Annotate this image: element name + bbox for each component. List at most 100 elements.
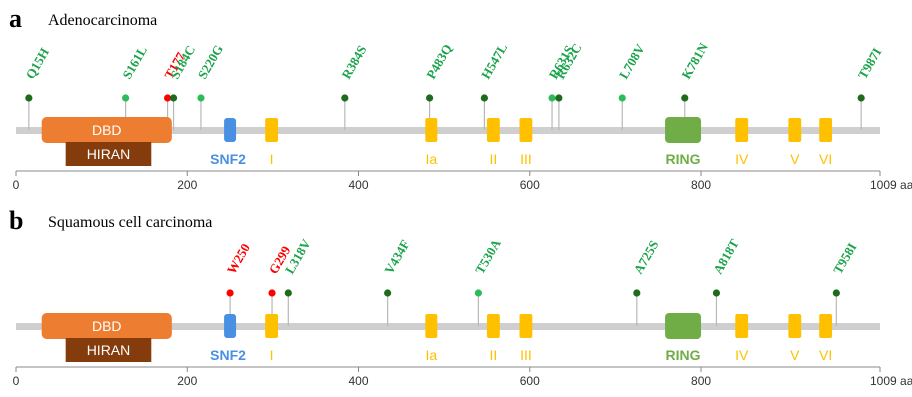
dbd-domain: [41, 117, 172, 143]
x-axis-tick-label: 600: [520, 374, 540, 388]
x-axis-tick-label: 200: [177, 374, 197, 388]
mutation-dot: [341, 94, 349, 102]
x-axis-tick-label: 0: [13, 178, 20, 192]
mutation-label: S220G: [195, 42, 226, 81]
motif-label: III: [520, 347, 532, 363]
motif-label: VI: [819, 347, 832, 363]
motif-box: [819, 118, 833, 142]
mutation-label: T530A: [472, 236, 504, 277]
mutation-dot: [480, 94, 488, 102]
motif-label: II: [489, 151, 497, 167]
mutation-dot: [548, 94, 556, 102]
mutation-dot: [122, 94, 130, 102]
motif-label: VI: [819, 151, 832, 167]
mutation-dot: [474, 289, 482, 297]
x-axis-tick-label: 800: [691, 178, 711, 192]
motif-box: [486, 314, 500, 338]
x-axis-tick-label: 400: [349, 178, 369, 192]
mutation-dot: [163, 94, 172, 102]
panel-b: b Squamous cell carcinoma DBD HIRAN SNF2 RI…: [9, 206, 912, 388]
motif-label: IV: [735, 347, 749, 363]
panel-a-letter: a: [9, 4, 22, 33]
mutation-dot: [857, 94, 865, 102]
motif-box: [486, 118, 500, 142]
mutation-label: L708V: [616, 41, 648, 82]
motif-label: Ia: [425, 347, 437, 363]
motif-box: [265, 314, 279, 338]
motif-label: V: [790, 151, 800, 167]
motif-box: [425, 314, 438, 338]
mutation-dot: [25, 94, 33, 102]
protein-backbone: [16, 323, 880, 330]
x-axis-tick-label: 1009 aa: [870, 178, 912, 192]
panel-a-title: Adenocarcinoma: [48, 12, 157, 29]
motif-label: IV: [735, 151, 749, 167]
x-axis-tick-label: 1009 aa: [870, 374, 912, 388]
mutation-label: K781N: [678, 40, 711, 82]
motif-box: [265, 118, 279, 142]
panel-b-letter: b: [9, 206, 23, 235]
mutation-label: R384S: [338, 43, 369, 82]
x-axis-tick-label: 800: [691, 374, 711, 388]
motif-label: I: [270, 151, 274, 167]
motif-label: II: [489, 347, 497, 363]
x-axis-tick-label: 200: [177, 178, 197, 192]
snf2-domain: [224, 118, 237, 142]
protein-backbone: [16, 127, 880, 134]
mutation-label: S161L: [119, 43, 150, 81]
motif-box: [519, 314, 533, 338]
mutation-dot: [169, 94, 178, 102]
x-axis-tick-label: 400: [349, 374, 369, 388]
panel-b-title: Squamous cell carcinoma: [48, 214, 212, 231]
motif-box: [735, 314, 749, 338]
motif-box: [425, 118, 438, 142]
ring-domain: [665, 313, 702, 339]
mutation-dot: [197, 94, 205, 102]
hiran-domain: [65, 338, 152, 362]
mutation-label: P483Q: [423, 41, 455, 81]
x-axis-tick-label: 600: [520, 178, 540, 192]
mutation-label: A725S: [630, 238, 661, 277]
mutation-dot: [618, 94, 626, 102]
motif-box: [788, 314, 802, 338]
motif-box: [788, 118, 802, 142]
snf2-domain: [224, 314, 237, 338]
mutation-dot: [384, 289, 392, 297]
motif-box: [519, 118, 533, 142]
mutation-dot: [425, 94, 434, 102]
motif-box: [819, 314, 833, 338]
mutation-label: H547L: [478, 41, 510, 82]
mutation-dot: [712, 289, 721, 297]
mutation-dot: [284, 289, 292, 297]
dbd-label: DBD: [92, 122, 122, 138]
snf2-label: SNF2: [210, 151, 246, 167]
x-axis-tick-label: 0: [13, 374, 20, 388]
hiran-label: HIRAN: [87, 146, 131, 162]
mutation-dot: [633, 289, 641, 297]
snf2-label: SNF2: [210, 347, 246, 363]
dbd-domain: [41, 313, 172, 339]
mutation-label: V434F: [381, 237, 412, 276]
mutation-label: T987I: [855, 45, 885, 81]
ring-domain: [665, 117, 702, 143]
ring-label: RING: [666, 151, 701, 167]
motif-label: I: [270, 347, 274, 363]
mutation-dot: [555, 94, 563, 102]
mutation-dot: [226, 289, 234, 297]
motif-label: V: [790, 347, 800, 363]
mutation-label: A818T: [710, 236, 742, 276]
mutation-dot: [681, 94, 689, 102]
motif-label: III: [520, 151, 532, 167]
motif-box: [735, 118, 749, 142]
hiran-label: HIRAN: [87, 342, 131, 358]
mutation-label: Q15H: [22, 45, 52, 81]
hiran-domain: [65, 142, 152, 166]
mutation-label: W250: [224, 241, 253, 277]
mutation-label: T958I: [830, 240, 860, 276]
mutation-dot: [268, 289, 276, 297]
mutation-dot: [832, 289, 840, 297]
